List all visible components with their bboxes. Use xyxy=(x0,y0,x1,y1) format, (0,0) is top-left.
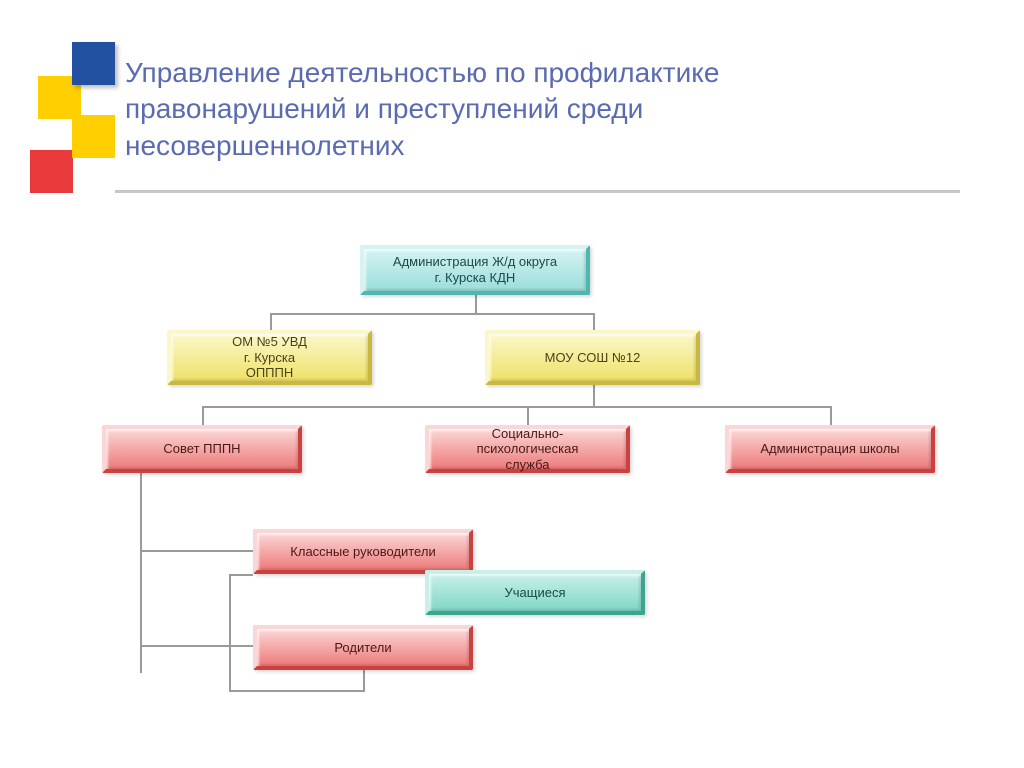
connector xyxy=(363,670,365,692)
node-parents: Родители xyxy=(253,625,473,670)
decor-square xyxy=(72,115,115,158)
node-label: Учащиеся xyxy=(505,585,566,601)
node-pppn: Совет ПППН xyxy=(102,425,302,473)
page-title: Управление деятельностью по профилактике… xyxy=(125,55,925,164)
node-label: ОМ №5 УВДг. КурскаОПППН xyxy=(232,334,307,381)
connector xyxy=(830,406,832,425)
node-students: Учащиеся xyxy=(425,570,645,615)
node-school12: МОУ СОШ №12 xyxy=(485,330,700,385)
node-uvd: ОМ №5 УВДг. КурскаОПППН xyxy=(167,330,372,385)
connector xyxy=(140,473,142,673)
node-label: Администрация школы xyxy=(760,441,899,457)
connector xyxy=(140,645,253,647)
connector xyxy=(140,550,253,552)
connector xyxy=(593,385,595,408)
connector xyxy=(475,295,477,313)
decor-square xyxy=(72,42,115,85)
node-schooladm: Администрация школы xyxy=(725,425,935,473)
node-label: Совет ПППН xyxy=(163,441,240,457)
node-label: Родители xyxy=(334,640,391,656)
connector xyxy=(229,574,253,576)
connector xyxy=(270,313,595,315)
node-label: Социально-психологическаяслужба xyxy=(477,426,579,473)
node-psych: Социально-психологическаяслужба xyxy=(425,425,630,473)
connector xyxy=(229,690,363,692)
title-underline xyxy=(115,190,960,193)
org-chart: Администрация Ж/д округаг. Курска КДН ОМ … xyxy=(0,235,1024,755)
node-label: МОУ СОШ №12 xyxy=(545,350,641,366)
node-teachers: Классные руководители xyxy=(253,529,473,574)
connector xyxy=(202,406,832,408)
connector xyxy=(593,313,595,330)
connector xyxy=(527,406,529,425)
connector xyxy=(229,574,231,692)
node-label: Классные руководители xyxy=(290,544,435,560)
node-admin: Администрация Ж/д округаг. Курска КДН xyxy=(360,245,590,295)
decor-square xyxy=(30,150,73,193)
connector xyxy=(270,313,272,330)
connector xyxy=(202,406,204,425)
node-label: Администрация Ж/д округаг. Курска КДН xyxy=(393,254,557,285)
